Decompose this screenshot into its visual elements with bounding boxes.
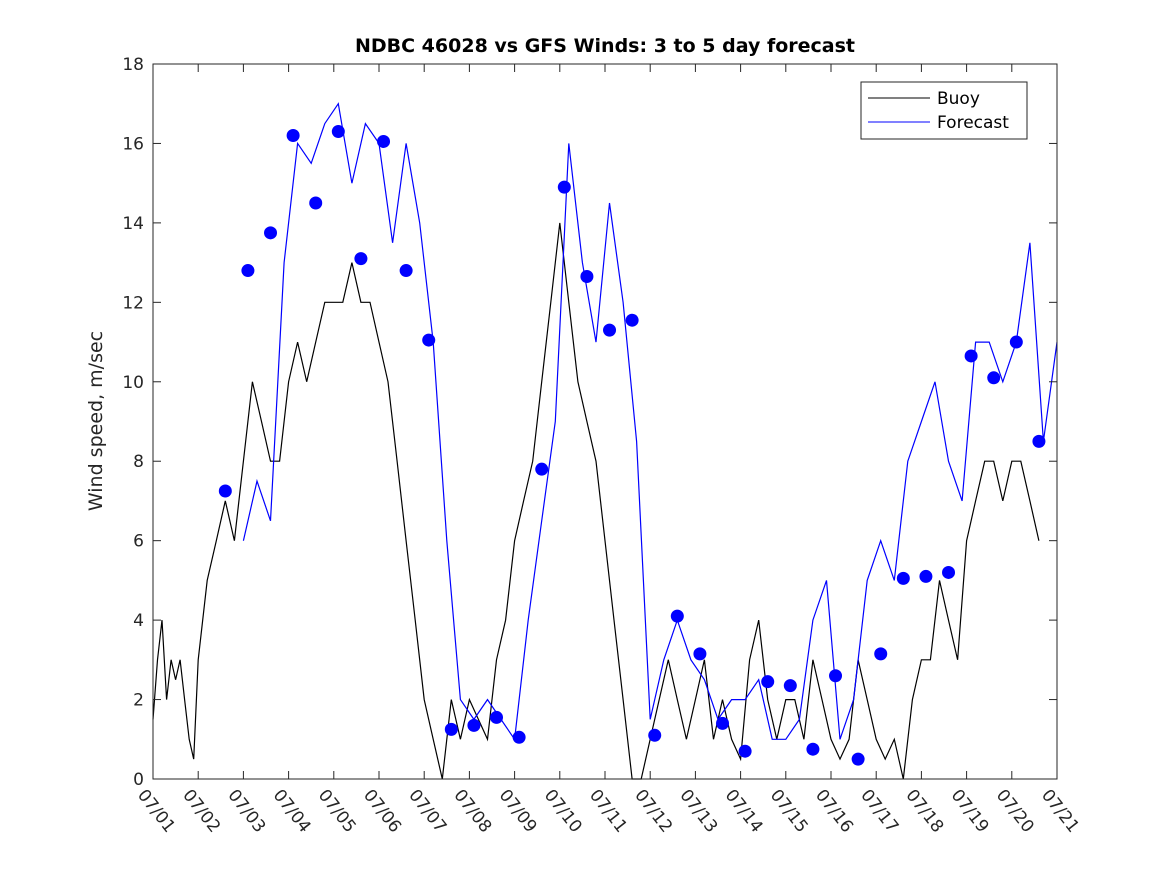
legend-forecast-label: Forecast (937, 113, 1009, 133)
y-tick-label: 4 (133, 611, 144, 631)
forecast-point (987, 371, 1001, 385)
forecast-point (670, 609, 684, 623)
forecast-point (896, 571, 910, 585)
x-tick-label: 07/08 (449, 786, 495, 837)
x-tick-label: 07/10 (540, 786, 586, 837)
chart-title: NDBC 46028 vs GFS Winds: 3 to 5 day fore… (355, 35, 855, 57)
forecast-point (241, 264, 255, 278)
forecast-point (218, 484, 232, 498)
x-tick-label: 07/07 (404, 786, 450, 837)
x-tick-label: 07/04 (269, 786, 315, 837)
forecast-point (422, 333, 436, 347)
forecast-point (557, 180, 571, 194)
y-axis-label: Wind speed, m/sec (85, 331, 107, 511)
forecast-point (603, 323, 617, 337)
x-tick-label: 07/15 (766, 786, 812, 837)
forecast-point (444, 722, 458, 736)
x-tick-label: 07/09 (495, 786, 541, 837)
legend-buoy-label: Buoy (937, 89, 980, 109)
legend-box (860, 81, 1028, 140)
y-tick-label: 6 (133, 532, 144, 552)
y-tick-label: 2 (133, 691, 144, 711)
forecast-point (1009, 335, 1023, 349)
forecast-point (377, 134, 391, 148)
x-tick-label: 07/01 (133, 786, 179, 837)
forecast-point (964, 349, 978, 363)
x-tick-label: 07/06 (359, 786, 405, 837)
marker-layer (218, 125, 1046, 766)
forecast-point (331, 125, 345, 139)
y-tick-label: 10 (122, 373, 144, 393)
forecast-point (761, 675, 775, 689)
y-tick-label: 16 (122, 134, 144, 154)
forecast-point (512, 730, 526, 744)
forecast-point (467, 718, 481, 732)
x-tick-label: 07/14 (721, 786, 767, 837)
x-tick-label: 07/17 (856, 786, 902, 837)
plot-area (153, 64, 1057, 779)
y-axis-ticks: 0 2 4 6 8 10 12 14 16 18 (122, 55, 1057, 790)
forecast-point (693, 647, 707, 661)
forecast-point (286, 129, 300, 142)
y-tick-label: 12 (122, 293, 144, 313)
x-tick-label: 07/21 (1037, 786, 1083, 837)
x-tick-label: 07/16 (811, 786, 857, 837)
x-tick-label: 07/03 (223, 786, 269, 837)
forecast-point (919, 569, 933, 583)
buoy-series-line (152, 222, 1040, 780)
x-tick-label: 07/12 (630, 786, 676, 837)
forecast-point (942, 565, 956, 579)
forecast-point (738, 744, 752, 758)
forecast-point (535, 462, 549, 476)
legend: Buoy Forecast (860, 81, 1028, 140)
y-tick-label: 8 (133, 452, 144, 472)
x-tick-label: 07/05 (314, 786, 360, 837)
x-tick-label: 07/11 (585, 786, 631, 837)
forecast-point (399, 264, 413, 278)
forecast-point (716, 716, 730, 730)
x-tick-label: 07/20 (992, 786, 1038, 837)
forecast-point (264, 226, 278, 240)
forecast-point (648, 728, 662, 742)
forecast-point (851, 752, 865, 766)
forecast-point (1032, 434, 1046, 448)
forecast-point (829, 669, 843, 683)
forecast-point (490, 710, 504, 724)
forecast-point (309, 196, 323, 210)
y-tick-label: 18 (122, 55, 144, 75)
x-tick-label: 07/13 (675, 786, 721, 837)
forecast-point (625, 313, 639, 327)
forecast-point (783, 679, 797, 693)
y-tick-label: 14 (122, 214, 144, 234)
x-tick-label: 07/19 (947, 786, 993, 837)
forecast-point (874, 647, 888, 661)
forecast-point (354, 252, 368, 266)
forecast-point (806, 742, 820, 756)
x-tick-label: 07/18 (901, 786, 947, 837)
x-tick-label: 07/02 (178, 786, 224, 837)
y-tick-label: 0 (133, 770, 144, 790)
forecast-point (580, 270, 594, 284)
